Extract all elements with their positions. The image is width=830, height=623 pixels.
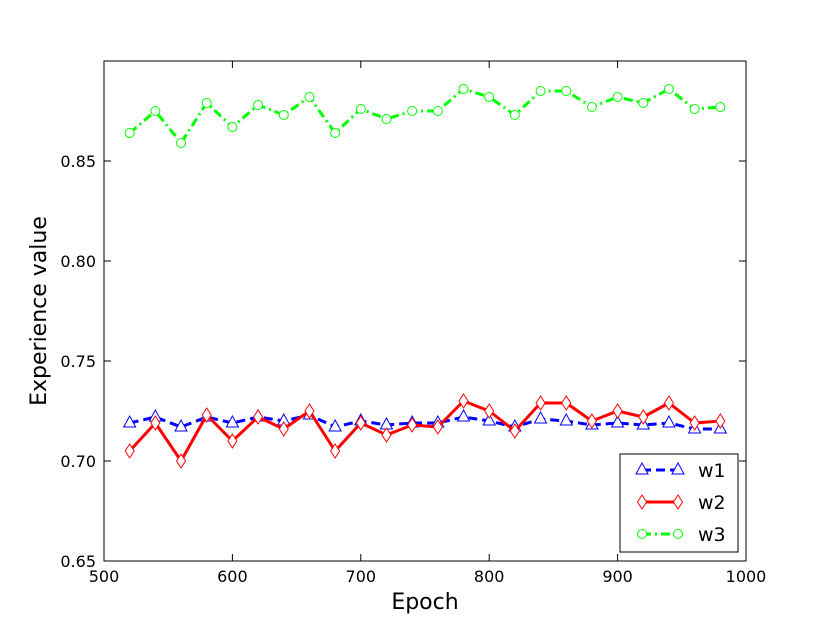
data-point-w2: [689, 415, 700, 431]
data-point-w2: [663, 395, 675, 411]
data-point-w3: [176, 138, 187, 148]
legend-label-w2: w2: [698, 492, 726, 514]
data-point-w2: [150, 415, 161, 431]
data-point-w3: [355, 104, 366, 114]
data-point-w3: [124, 128, 135, 138]
data-point-w3: [304, 92, 315, 102]
x-tick-label: 600: [217, 567, 248, 586]
data-point-w3: [150, 106, 161, 116]
data-point-w2: [407, 417, 418, 433]
y-tick-label: 0.85: [60, 152, 96, 171]
data-point-w3: [253, 100, 264, 110]
legend-label-w1: w1: [698, 460, 726, 482]
data-point-w1: [122, 414, 137, 428]
series-line-w2: [128, 399, 721, 463]
data-point-w2: [586, 413, 598, 429]
legend-marker-w2: [672, 494, 684, 510]
data-point-w1: [559, 412, 574, 426]
y-tick-label: 0.65: [60, 552, 96, 571]
legend-marker-w1: [635, 461, 649, 475]
data-point-w3: [586, 102, 597, 112]
legend-marker-w1: [671, 461, 685, 475]
data-point-w2: [381, 427, 392, 443]
legend-marker-w3: [673, 529, 683, 539]
data-point-w2: [715, 413, 726, 429]
data-point-w1: [225, 414, 240, 428]
data-point-w2: [278, 421, 289, 437]
data-point-w3: [432, 106, 443, 116]
plot-frame: [103, 60, 747, 562]
data-point-w2: [561, 395, 572, 411]
data-point-w2: [432, 419, 443, 435]
data-point-w2: [355, 415, 366, 431]
data-point-w1: [328, 418, 342, 432]
legend-label-w3: w3: [698, 524, 726, 546]
data-point-w3: [330, 128, 341, 138]
data-point-w2: [201, 407, 212, 423]
y-tick-label: 0.75: [60, 352, 96, 371]
data-point-w3: [227, 122, 238, 132]
series-w3: [124, 84, 726, 148]
data-point-w2: [175, 453, 187, 469]
series-w2: [124, 393, 726, 469]
data-point-w2: [124, 443, 135, 459]
data-point-w1: [482, 412, 497, 426]
plot-layer: [122, 84, 728, 469]
data-point-w3: [689, 104, 700, 114]
x-tick-label: 700: [346, 567, 377, 586]
data-point-w3: [561, 86, 572, 96]
data-point-w3: [407, 106, 418, 116]
legend-marker-w2: [636, 494, 648, 510]
data-point-w3: [381, 114, 392, 124]
data-point-w3: [612, 92, 623, 102]
data-point-w2: [484, 403, 495, 419]
data-point-w3: [201, 98, 212, 108]
data-point-w1: [533, 410, 548, 424]
y-tick-label: 0.70: [60, 452, 96, 471]
x-axis-label: Epoch: [391, 590, 458, 615]
data-point-w2: [304, 403, 315, 419]
data-point-w3: [509, 110, 520, 120]
y-tick-label: 0.80: [60, 252, 96, 271]
data-point-w1: [662, 414, 676, 428]
axis-ticks: 500 600 700 800 900 1000 0.65 0.70 0.75 0.80 0.85: [60, 61, 766, 586]
data-point-w1: [174, 418, 188, 432]
data-point-w2: [509, 423, 520, 439]
data-point-w2: [227, 433, 238, 449]
data-point-w2: [535, 395, 546, 411]
data-point-w1: [610, 414, 625, 428]
data-point-w3: [278, 110, 289, 120]
data-point-w2: [330, 443, 341, 459]
data-point-w3: [715, 102, 726, 112]
legend-marker-w3: [637, 529, 647, 539]
data-point-w3: [484, 92, 495, 102]
data-point-w3: [458, 84, 469, 94]
x-tick-label: 900: [602, 567, 633, 586]
x-tick-label: 500: [89, 567, 120, 586]
y-axis-label: Experience value: [27, 216, 52, 406]
data-point-w1: [456, 408, 471, 422]
data-point-w3: [535, 86, 546, 96]
data-point-w2: [252, 409, 264, 425]
x-tick-label: 1000: [726, 567, 767, 586]
x-tick-label: 800: [474, 567, 505, 586]
data-point-w2: [612, 403, 623, 419]
data-point-w3: [638, 98, 649, 108]
data-point-w2: [638, 409, 649, 425]
series-line-w3: [128, 87, 721, 145]
data-point-w2: [458, 393, 469, 409]
legend: w1 w2 w3: [619, 453, 739, 553]
data-point-w3: [663, 84, 674, 94]
